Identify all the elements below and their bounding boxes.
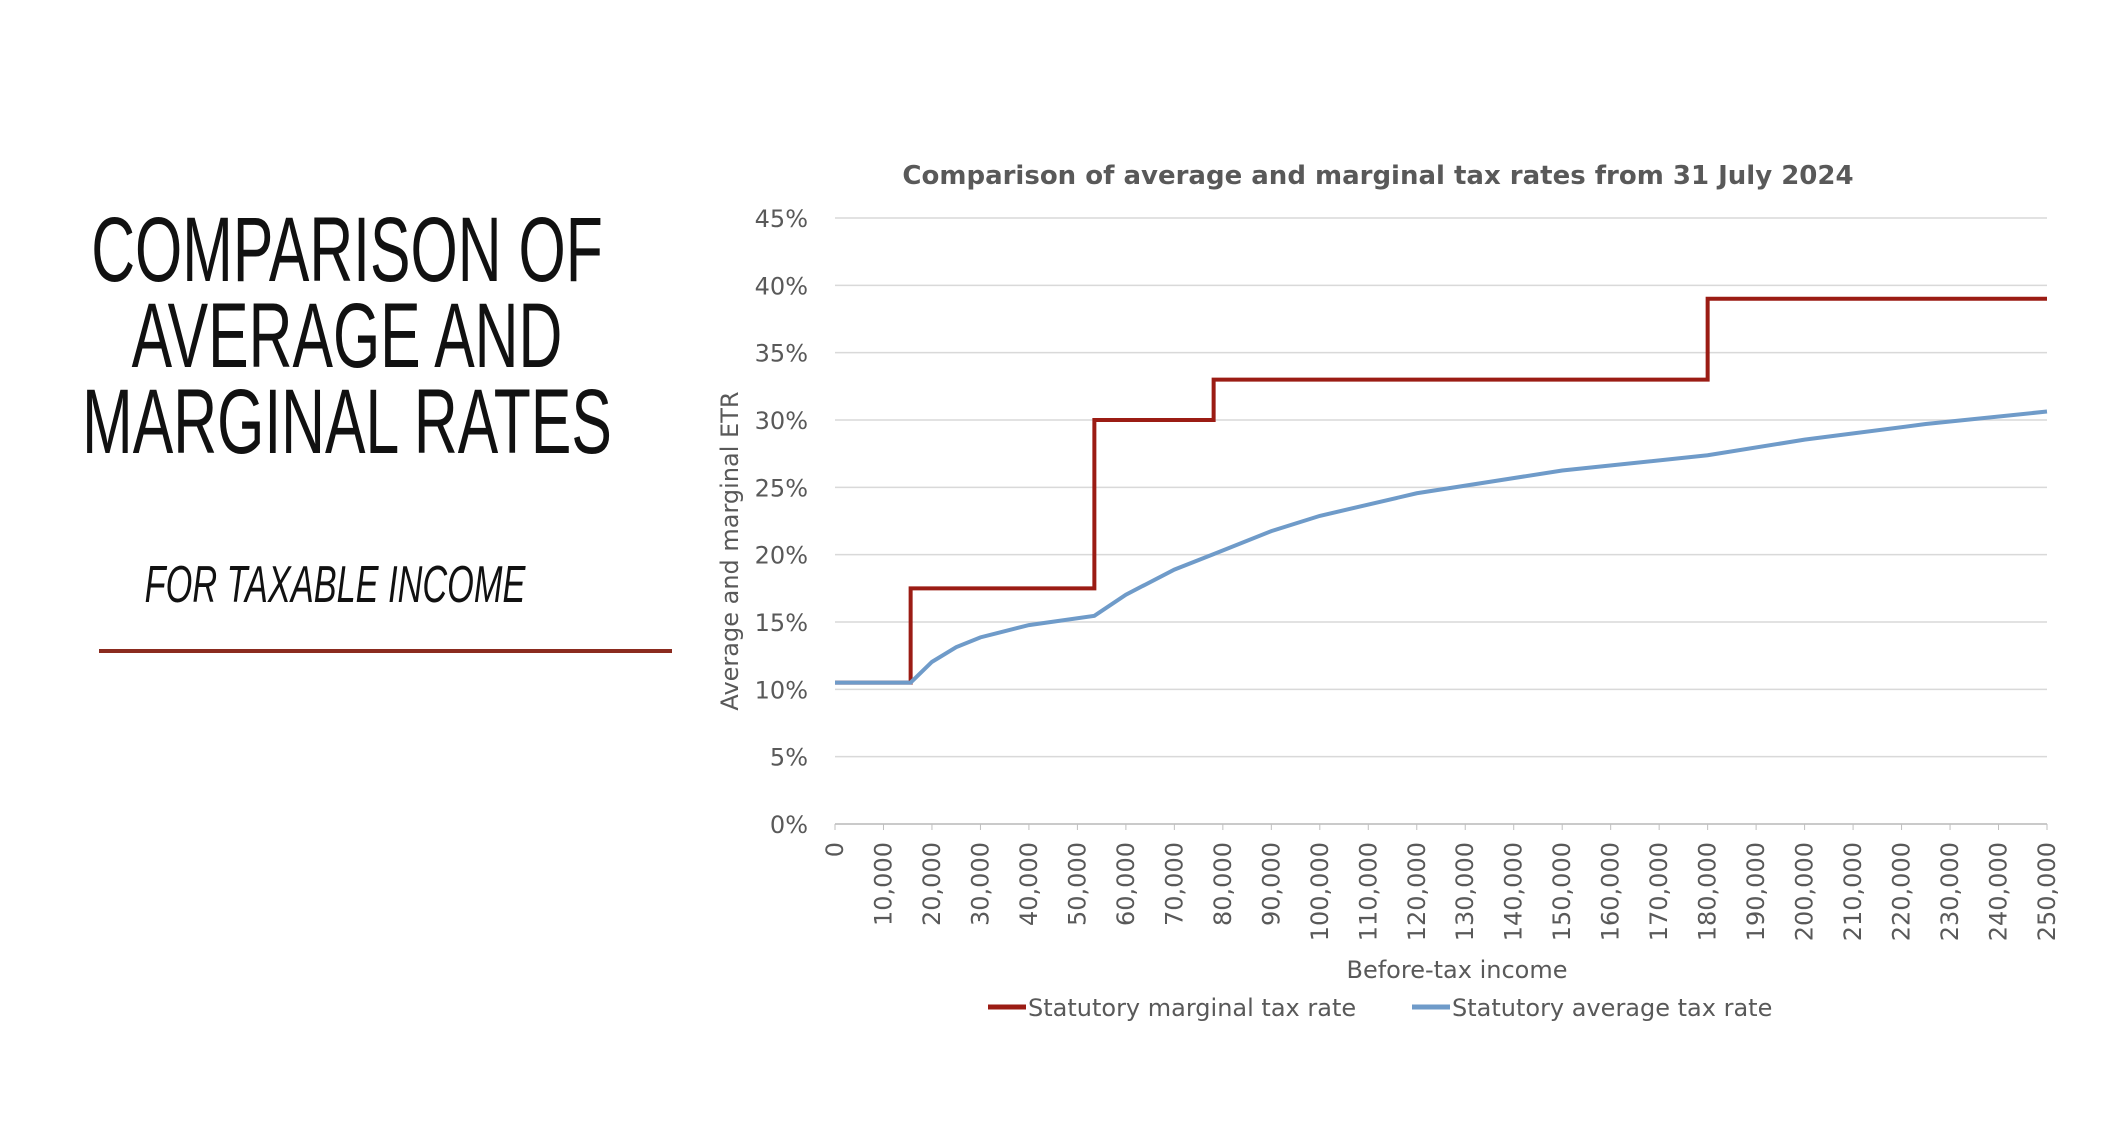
x-tick-label: 230,000 [1936, 842, 1964, 941]
x-tick-label: 200,000 [1791, 842, 1819, 941]
y-tick-label: 15% [755, 609, 808, 637]
series-line [835, 296, 2047, 685]
y-tick-label: 35% [755, 340, 808, 368]
title-line: AVERAGE AND [132, 283, 563, 387]
x-tick-label: 110,000 [1354, 842, 1382, 941]
x-tick-label: 190,000 [1742, 842, 1770, 941]
x-tick-label: 250,000 [2033, 842, 2061, 941]
x-tick-label: 170,000 [1645, 842, 1673, 941]
x-tick-label: 120,000 [1403, 842, 1431, 941]
x-tick-label: 30,000 [966, 842, 994, 926]
y-axis-label: Average and marginal ETR [716, 391, 744, 710]
x-tick-label: 70,000 [1160, 842, 1188, 926]
y-tick-label: 30% [755, 407, 808, 435]
title-line: MARGINAL RATES [82, 369, 612, 473]
x-tick-label: 210,000 [1839, 842, 1867, 941]
x-tick-label: 240,000 [1985, 842, 2013, 941]
x-tick-label: 90,000 [1257, 842, 1285, 926]
y-tick-label: 25% [755, 474, 808, 502]
x-tick-label: 140,000 [1500, 842, 1528, 941]
y-tick-label: 10% [755, 676, 808, 704]
y-tick-label: 5% [770, 744, 808, 772]
y-tick-label: 20% [755, 542, 808, 570]
x-tick-label: 10,000 [869, 842, 897, 926]
x-tick-label: 0 [821, 842, 849, 857]
y-tick-label: 0% [770, 811, 808, 839]
x-tick-label: 180,000 [1694, 842, 1722, 941]
x-tick-label: 220,000 [1888, 842, 1916, 941]
legend-label: Statutory marginal tax rate [1028, 994, 1356, 1022]
x-tick-label: 20,000 [918, 842, 946, 926]
y-tick-label: 45% [755, 205, 808, 233]
chart-title: Comparison of average and marginal tax r… [902, 161, 1853, 191]
subtitle: FOR TAXABLE INCOME [145, 556, 526, 614]
x-tick-label: 160,000 [1597, 842, 1625, 941]
series-line [835, 409, 2048, 685]
x-tick-label: 100,000 [1306, 842, 1334, 941]
legend-label: Statutory average tax rate [1452, 994, 1772, 1022]
slide-title: COMPARISON OF AVERAGE AND MARGINAL RATES [82, 197, 612, 473]
x-tick-label: 130,000 [1451, 842, 1479, 941]
x-tick-label: 40,000 [1015, 842, 1043, 926]
y-tick-label: 40% [755, 272, 808, 300]
subtitle-group: FOR TAXABLE INCOME [145, 556, 526, 614]
x-tick-label: 150,000 [1548, 842, 1576, 941]
x-tick-label: 60,000 [1112, 842, 1140, 926]
x-tick-label: 80,000 [1209, 842, 1237, 926]
x-tick-label: 50,000 [1063, 842, 1091, 926]
x-axis-label: Before-tax income [1347, 956, 1568, 984]
title-line: COMPARISON OF [91, 197, 603, 301]
